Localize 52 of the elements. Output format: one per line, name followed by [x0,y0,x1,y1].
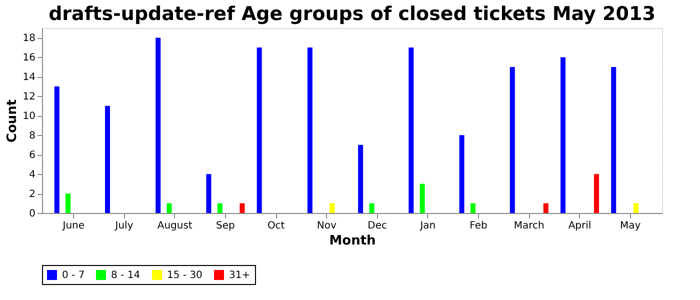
bar [510,66,515,213]
chart-title: drafts-update-ref Age groups of closed tickets May 2013 [48,3,656,25]
legend-label: 8 - 14 [111,270,140,281]
x-tick-label: August [157,220,192,232]
bar [594,174,599,213]
x-tick-label: Sep [216,220,235,232]
legend-label: 0 - 7 [62,270,85,281]
bar [330,203,335,213]
bar [420,184,425,213]
legend-label: 31+ [229,270,250,281]
bar [54,86,60,213]
x-tick-label: April [568,220,592,232]
bar [240,203,245,213]
bar [307,47,312,213]
y-axis-title: Count [4,99,20,143]
x-tick-label: July [114,220,134,232]
bar [633,203,638,213]
x-axis-title: Month [329,234,376,248]
bar [66,194,71,213]
bar [560,57,566,213]
bar [105,106,110,213]
x-tick-label: Jan [419,220,436,232]
y-tick-label: 18 [22,33,36,44]
x-tick-label: May [620,220,641,232]
bar [543,203,548,213]
x-tick-label: June [62,220,85,232]
x-tick-label: Dec [368,220,387,232]
bar [459,135,464,213]
bar [408,47,414,213]
bar [206,174,212,213]
y-tick-label: 10 [22,111,36,122]
y-tick-label: 16 [22,52,36,64]
y-tick-label: 2 [29,189,36,200]
y-tick-label: 6 [29,150,36,162]
x-tick-label: Nov [316,220,337,232]
bar [217,203,222,213]
bar [358,144,364,213]
bar [166,203,172,213]
bar [611,66,616,213]
x-tick-label: Feb [470,220,488,232]
bar [369,203,374,213]
bar [256,47,262,213]
x-tick-label: March [514,220,544,232]
y-tick-label: 12 [22,92,36,103]
bar [470,203,476,213]
y-tick-label: 4 [29,170,36,181]
x-tick-label: Oct [267,220,285,232]
legend-label: 15 - 30 [167,270,202,281]
bar [156,38,161,213]
y-tick-label: 14 [22,72,36,84]
y-tick-label: 8 [29,130,36,142]
y-tick-label: 0 [29,208,36,220]
